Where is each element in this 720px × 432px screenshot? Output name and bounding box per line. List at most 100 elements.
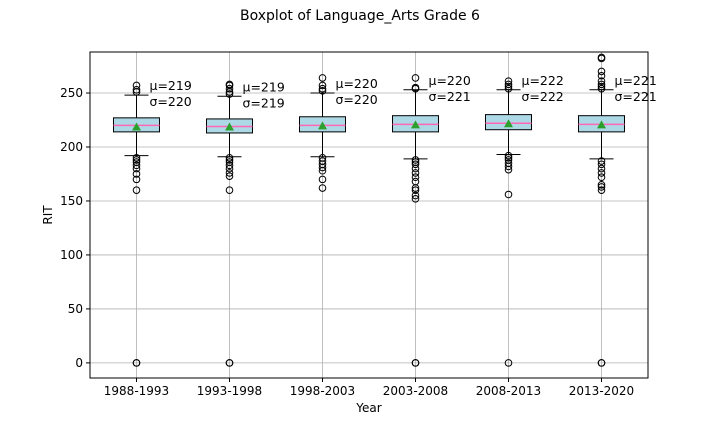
outlier-point <box>132 153 141 162</box>
box-group <box>392 74 439 367</box>
mu-annotation: μ=222 <box>522 73 564 88</box>
outlier-point <box>411 156 420 164</box>
outlier-point <box>597 157 606 165</box>
outlier-point <box>411 191 420 200</box>
outlier-point <box>597 67 606 76</box>
outlier-point <box>504 190 513 199</box>
outlier-point <box>597 71 606 80</box>
plot-frame <box>89 51 649 379</box>
box-group <box>485 77 532 367</box>
outlier-point <box>225 186 234 194</box>
sigma-annotation: σ=221 <box>429 89 471 104</box>
outlier-point <box>132 175 141 184</box>
outlier-point <box>318 87 327 95</box>
outlier-point <box>504 84 513 93</box>
outlier-point <box>225 153 234 162</box>
outlier-point <box>504 156 513 164</box>
outlier-point <box>411 195 420 203</box>
outlier-point <box>132 170 141 178</box>
outlier-point <box>411 158 420 166</box>
x-tick-label: 1998-2003 <box>290 384 355 398</box>
mu-annotation: μ=221 <box>615 73 657 88</box>
box-group <box>113 81 160 367</box>
mean-marker <box>411 120 420 129</box>
outlier-point <box>411 173 420 182</box>
outlier-point <box>132 85 141 94</box>
outlier-point <box>225 90 234 98</box>
outlier-point <box>597 84 606 93</box>
mean-marker <box>132 122 141 131</box>
outlier-point <box>504 153 513 162</box>
outlier-point <box>132 81 141 90</box>
outlier-point <box>318 74 327 82</box>
mean-marker <box>597 120 606 129</box>
outlier-point <box>411 74 420 82</box>
x-tick-label: 2008-2013 <box>476 384 541 398</box>
outlier-point <box>504 159 513 167</box>
outlier-point <box>411 83 420 92</box>
mu-annotation: μ=219 <box>243 79 285 94</box>
outlier-point <box>597 80 606 89</box>
outlier-point <box>597 183 606 191</box>
outlier-point <box>132 186 141 194</box>
outlier-point <box>504 77 513 85</box>
outlier-point <box>597 173 606 182</box>
box-group <box>299 74 346 192</box>
sigma-annotation: σ=219 <box>243 95 285 110</box>
outlier-point <box>597 53 606 62</box>
outlier-point <box>597 77 606 85</box>
outlier-point <box>132 158 141 166</box>
outlier-point <box>597 359 606 367</box>
outlier-point <box>225 172 234 180</box>
axis-ticks: 0 50 100 150 200 250 1988-1993 1993-1998 1998-20… <box>60 86 634 398</box>
outlier-point <box>132 156 141 164</box>
outlier-point <box>318 81 327 90</box>
outlier-point <box>504 359 513 367</box>
chart-title: Boxplot of Language_Arts Grade 6 <box>240 8 480 24</box>
outlier-point <box>318 175 327 184</box>
box-group <box>578 53 625 367</box>
x-tick-label: 2013-2020 <box>569 384 634 398</box>
x-tick-label: 2003-2008 <box>383 384 448 398</box>
outlier-point <box>318 84 327 93</box>
outlier-point <box>225 84 234 93</box>
y-tick-label: 200 <box>60 140 83 154</box>
x-tick-label: 1988-1993 <box>104 384 169 398</box>
outlier-point <box>318 153 327 162</box>
outlier-point <box>504 82 513 91</box>
mean-marker <box>318 121 327 130</box>
outlier-point <box>504 151 513 160</box>
sigma-annotation: σ=220 <box>150 94 192 109</box>
outlier-point <box>225 158 234 166</box>
y-tick-label: 100 <box>60 248 83 262</box>
outlier-point <box>597 186 606 194</box>
outlier-point <box>597 82 606 91</box>
outlier-point <box>597 169 606 177</box>
y-tick-label: 50 <box>68 302 83 316</box>
x-tick-label: 1993-1998 <box>197 384 262 398</box>
mu-annotation: μ=220 <box>429 73 471 88</box>
outlier-point <box>318 184 327 192</box>
outlier-point <box>225 161 234 170</box>
outlier-point <box>411 186 420 194</box>
sigma-annotation: σ=221 <box>615 89 657 104</box>
outlier-point <box>411 359 420 367</box>
outlier-point <box>411 160 420 169</box>
boxes <box>113 53 625 367</box>
x-axis-label: Year <box>355 401 381 415</box>
annotations: μ=219σ=220μ=219σ=219μ=220σ=220μ=220σ=221… <box>150 73 657 110</box>
y-tick-label: 0 <box>75 356 83 370</box>
mu-annotation: μ=219 <box>150 78 192 93</box>
outlier-point <box>597 164 606 173</box>
outlier-point <box>225 169 234 177</box>
y-tick-label: 150 <box>60 194 83 208</box>
sigma-annotation: σ=220 <box>336 92 378 107</box>
outlier-point <box>504 80 513 89</box>
y-axis-label: RIT <box>41 205 55 225</box>
mean-marker <box>225 122 234 131</box>
outlier-point <box>225 80 234 89</box>
outlier-point <box>225 359 234 367</box>
mean-marker <box>504 119 513 128</box>
mu-annotation: μ=220 <box>336 76 378 91</box>
